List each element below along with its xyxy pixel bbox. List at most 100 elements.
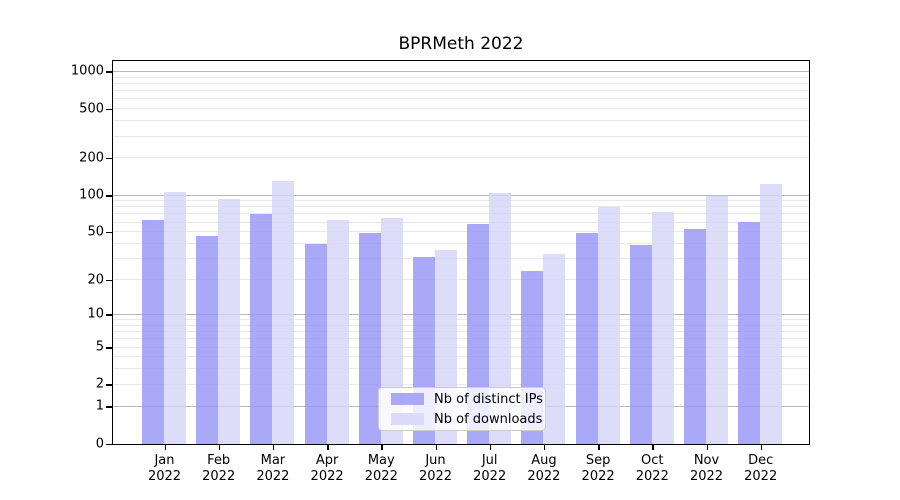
minor-gridline <box>113 206 809 208</box>
x-tick-label-oct: Oct 2022 <box>635 453 669 484</box>
y-tick-label-2: 2 <box>95 376 104 392</box>
x-tick-mark <box>381 445 383 450</box>
legend-label-downloads: Nb of downloads <box>434 411 543 427</box>
chart-title: BPRMeth 2022 <box>398 34 524 54</box>
y-tick-mark <box>106 157 112 160</box>
bar-downloads-jul <box>489 193 512 444</box>
x-tick-label-apr: Apr 2022 <box>310 453 344 484</box>
minor-gridline <box>113 90 809 92</box>
y-tick-label-500: 500 <box>79 101 104 117</box>
legend: Nb of distinct IPs Nb of downloads <box>378 387 546 431</box>
x-tick-mark <box>760 445 763 450</box>
major-gridline <box>113 194 809 196</box>
bar-downloads-sep <box>597 206 620 444</box>
bar-downloads-feb <box>218 199 241 444</box>
minor-gridline <box>113 213 809 215</box>
x-tick-label-dec: Dec 2022 <box>744 453 778 484</box>
bar-distinct-ips-feb <box>196 235 219 444</box>
x-tick-mark <box>543 445 546 450</box>
bar-distinct-ips-dec <box>738 221 761 444</box>
bar-downloads-jan <box>164 191 186 444</box>
bar-downloads-nov <box>706 196 728 444</box>
x-tick-mark <box>218 445 221 450</box>
legend-item-distinct-ips: Nb of distinct IPs <box>391 392 545 407</box>
minor-gridline <box>113 135 809 137</box>
x-tick-label-sep: Sep 2022 <box>581 453 615 484</box>
minor-gridline <box>113 82 809 84</box>
x-tick-label-may: May 2022 <box>364 453 398 484</box>
plot-area: Nb of distinct IPs Nb of downloads <box>112 60 810 445</box>
y-tick-mark <box>106 195 112 197</box>
y-tick-mark <box>106 443 112 445</box>
x-tick-mark <box>164 445 166 450</box>
y-tick-mark <box>106 279 112 281</box>
major-gridline <box>113 313 809 315</box>
x-tick-mark <box>272 445 275 450</box>
legend-label-distinct-ips: Nb of distinct IPs <box>434 391 543 407</box>
y-tick-label-1: 1 <box>95 398 104 414</box>
minor-gridline <box>113 258 809 260</box>
x-tick-label-aug: Aug 2022 <box>527 453 561 484</box>
y-tick-label-20: 20 <box>87 272 104 287</box>
x-tick-label-mar: Mar 2022 <box>256 453 290 484</box>
bar-downloads-apr <box>326 220 349 444</box>
minor-gridline <box>113 231 809 233</box>
minor-gridline <box>113 346 809 348</box>
x-tick-label-feb: Feb 2022 <box>202 453 236 484</box>
bar-distinct-ips-nov <box>684 229 706 444</box>
y-tick-mark <box>106 384 112 386</box>
bar-downloads-dec <box>760 184 783 444</box>
y-tick-mark <box>106 231 112 234</box>
minor-gridline <box>113 383 809 385</box>
legend-swatch-downloads <box>391 413 424 425</box>
bar-distinct-ips-jan <box>142 220 164 444</box>
x-tick-mark <box>652 445 654 450</box>
y-tick-label-1000: 1000 <box>70 63 104 79</box>
minor-gridline <box>113 108 809 110</box>
x-tick-mark <box>489 445 492 450</box>
bar-downloads-oct <box>651 212 674 444</box>
y-tick-mark <box>106 314 112 316</box>
y-tick-label-200: 200 <box>79 150 104 166</box>
y-tick-label-5: 5 <box>95 339 104 355</box>
minor-gridline <box>113 319 809 320</box>
minor-gridline <box>113 120 809 122</box>
minor-gridline <box>113 200 809 202</box>
bar-distinct-ips-oct <box>629 245 652 444</box>
bar-downloads-mar <box>272 180 295 444</box>
legend-item-downloads: Nb of downloads <box>391 412 545 427</box>
y-tick-label-10: 10 <box>87 306 104 322</box>
y-tick-label-100: 100 <box>79 187 104 203</box>
minor-gridline <box>113 356 809 358</box>
minor-gridline <box>113 368 809 370</box>
minor-gridline <box>113 76 809 78</box>
minor-gridline <box>113 279 809 280</box>
x-tick-label-jan: Jan 2022 <box>147 453 182 484</box>
legend-swatch-distinct-ips <box>391 393 424 405</box>
major-gridline <box>113 70 809 72</box>
y-tick-label-50: 50 <box>87 224 104 240</box>
bar-distinct-ips-mar <box>250 213 273 444</box>
minor-gridline <box>113 98 809 100</box>
minor-gridline <box>113 157 809 159</box>
bar-distinct-ips-apr <box>304 244 327 444</box>
minor-gridline <box>113 338 809 340</box>
minor-gridline <box>113 331 809 332</box>
y-tick-label-0: 0 <box>95 436 104 451</box>
y-tick-mark <box>106 108 112 111</box>
y-tick-mark <box>106 71 112 73</box>
y-tick-mark <box>106 347 112 349</box>
minor-gridline <box>113 324 809 326</box>
minor-gridline <box>113 243 809 244</box>
x-tick-mark <box>706 445 708 450</box>
bar-distinct-ips-sep <box>575 233 598 444</box>
bar-downloads-aug <box>543 254 566 444</box>
y-tick-mark <box>106 406 112 408</box>
bar-distinct-ips-may <box>358 233 381 444</box>
x-tick-label-jul: Jul 2022 <box>473 453 507 484</box>
minor-gridline <box>113 221 809 223</box>
x-tick-mark <box>598 445 600 450</box>
x-tick-label-nov: Nov 2022 <box>689 453 724 484</box>
x-tick-mark <box>327 445 329 450</box>
